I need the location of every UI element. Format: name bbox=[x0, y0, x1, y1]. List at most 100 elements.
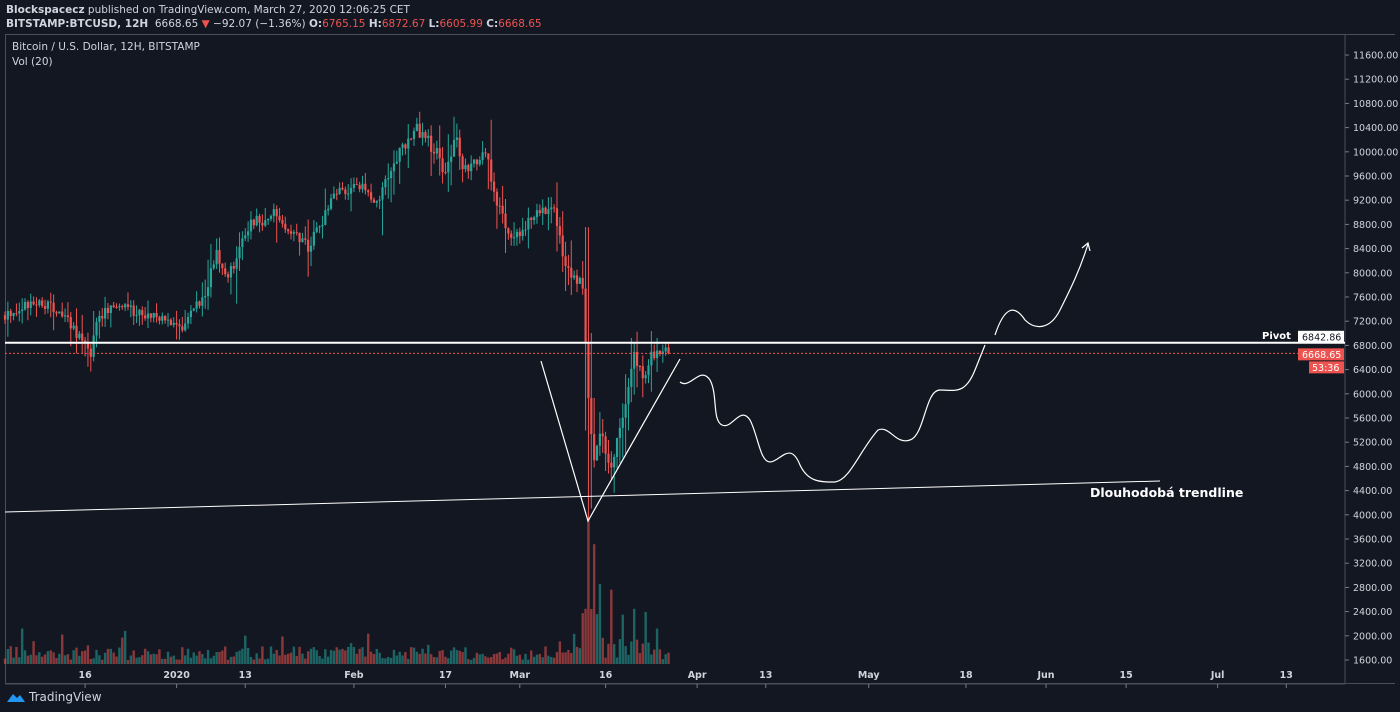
volume-bar bbox=[103, 652, 107, 664]
volume-bar bbox=[286, 653, 290, 664]
volume-bar bbox=[627, 654, 630, 664]
volume-bar bbox=[183, 655, 187, 664]
volume-bar bbox=[361, 647, 364, 664]
candle-body bbox=[232, 266, 235, 269]
price-tick-label: 5600.00 bbox=[1353, 414, 1392, 425]
price-axis[interactable]: 1600.00 2000.00 2400.00 2800.00 3200.00 3600.… bbox=[1345, 51, 1398, 667]
candle-body bbox=[573, 275, 576, 278]
volume-bar bbox=[452, 647, 456, 664]
price-change: −92.07 (−1.36%) bbox=[213, 18, 306, 30]
time-axis[interactable]: 16 2020 13 Feb 17 Mar 16 Apr 13 May 18 Jun 15 Jul 13 bbox=[78, 670, 1293, 688]
candle-body bbox=[504, 213, 507, 229]
candle-body bbox=[144, 315, 147, 319]
volume-bar bbox=[541, 657, 544, 664]
v-shape-drawing[interactable] bbox=[540, 358, 681, 523]
candle-body bbox=[547, 209, 550, 214]
volume-bar bbox=[438, 650, 441, 664]
candle-body bbox=[441, 158, 444, 173]
volume-bar bbox=[621, 614, 624, 664]
candle-body bbox=[3, 315, 7, 320]
volume-bar bbox=[630, 641, 633, 664]
volume-bar bbox=[152, 653, 155, 664]
volume-bar bbox=[667, 652, 670, 664]
volume-bar bbox=[266, 658, 270, 664]
candle-body bbox=[149, 313, 152, 318]
volume-bar bbox=[407, 658, 410, 664]
volume-bar bbox=[441, 650, 444, 664]
candle-body bbox=[498, 205, 501, 207]
candle-body bbox=[541, 207, 544, 214]
volume-bar bbox=[198, 651, 201, 664]
tradingview-branding[interactable]: TradingView bbox=[6, 690, 102, 704]
volume-bar bbox=[141, 655, 144, 664]
candle-body bbox=[650, 351, 653, 366]
volume-bar bbox=[610, 589, 613, 664]
candle-body bbox=[347, 193, 350, 195]
candle-body bbox=[267, 218, 270, 221]
candle-body bbox=[307, 239, 310, 252]
candle-body bbox=[527, 217, 530, 230]
candle-body bbox=[418, 123, 421, 138]
candle-body bbox=[287, 229, 290, 232]
candle-body bbox=[375, 200, 378, 203]
volume-bar bbox=[490, 657, 493, 664]
candle-body bbox=[495, 191, 499, 206]
volume-bar bbox=[89, 658, 92, 664]
candle-body bbox=[141, 309, 144, 316]
volume-bar bbox=[61, 634, 64, 664]
time-tick-label: 13 bbox=[1280, 670, 1293, 681]
candle-body bbox=[452, 139, 456, 157]
candle-body bbox=[392, 163, 396, 172]
volume-bar bbox=[172, 655, 175, 664]
series-title[interactable]: Bitcoin / U.S. Dollar, 12H, BITSTAMP bbox=[12, 41, 200, 53]
candle-body bbox=[564, 256, 567, 266]
volume-bar bbox=[364, 656, 367, 664]
time-tick-label: 15 bbox=[1120, 670, 1133, 681]
volume-bar bbox=[653, 649, 656, 664]
candle-body bbox=[332, 193, 335, 199]
volume-bar bbox=[369, 651, 373, 664]
volume-bar bbox=[281, 636, 284, 664]
volume-bar bbox=[15, 646, 18, 664]
candle-body bbox=[63, 315, 67, 317]
candle-body bbox=[590, 398, 593, 435]
volume-bar bbox=[484, 656, 487, 664]
volume-bar bbox=[189, 657, 193, 664]
projected-path-drawing[interactable] bbox=[679, 344, 986, 483]
long-term-trendline[interactable] bbox=[4, 480, 1161, 513]
candle-body bbox=[447, 161, 450, 173]
candle-body bbox=[23, 301, 27, 310]
candle-body bbox=[369, 192, 373, 200]
volume-bar bbox=[123, 630, 127, 664]
candle-body bbox=[292, 232, 295, 234]
volume-bar bbox=[469, 659, 473, 664]
volume-bar bbox=[18, 657, 21, 664]
candle-body bbox=[621, 417, 624, 428]
candle-body bbox=[195, 301, 198, 309]
price-tick-label: 2400.00 bbox=[1353, 607, 1392, 618]
author-name[interactable]: Blockspacecz bbox=[6, 4, 85, 16]
volume-bar bbox=[584, 608, 587, 664]
volume-bars bbox=[3, 519, 670, 664]
candle-body bbox=[304, 238, 307, 240]
candle-body bbox=[641, 366, 644, 379]
candle-body bbox=[81, 333, 84, 341]
projected-path-drawing-2[interactable] bbox=[994, 243, 1089, 336]
volume-bar bbox=[661, 659, 664, 664]
price-tick-label: 1600.00 bbox=[1353, 656, 1392, 667]
volume-indicator-label[interactable]: Vol (20) bbox=[12, 56, 53, 68]
pivot-label: Pivot bbox=[1262, 331, 1291, 342]
candle-body bbox=[581, 277, 584, 289]
volume-bar bbox=[532, 656, 536, 664]
candle-body bbox=[124, 304, 127, 308]
candle-body bbox=[312, 231, 315, 246]
candle-body bbox=[638, 366, 642, 368]
candle-body bbox=[604, 436, 607, 454]
candle-body bbox=[610, 462, 613, 468]
volume-bar bbox=[498, 651, 501, 664]
volume-bar bbox=[615, 657, 619, 664]
volume-bar bbox=[538, 653, 542, 664]
volume-bar bbox=[129, 655, 133, 664]
volume-bar bbox=[221, 650, 224, 664]
